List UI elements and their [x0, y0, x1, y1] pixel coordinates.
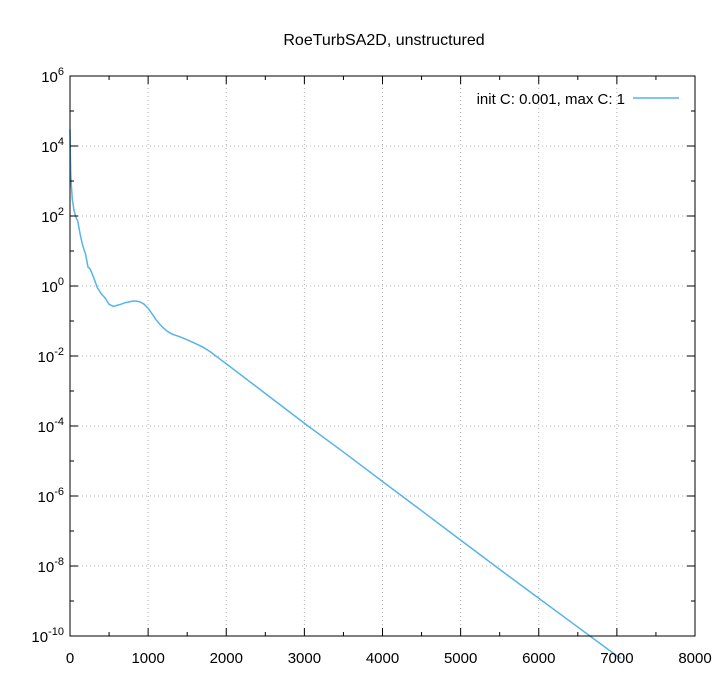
chart-title: RoeTurbSA2D, unstructured — [283, 32, 484, 49]
y-tick-labels: 10-10 10-8 10-6 10-4 10-2 100 102 104 106 — [31, 66, 64, 646]
legend-label: init C: 0.001, max C: 1 — [477, 91, 625, 108]
x-tick-label: 4000 — [366, 650, 399, 667]
tick-marks — [69, 75, 696, 637]
series-line — [69, 129, 622, 659]
y-tick-label: 10-2 — [38, 346, 64, 366]
x-tick-label: 7000 — [600, 650, 633, 667]
x-tick-label: 1000 — [131, 650, 164, 667]
y-tick-label: 10-4 — [38, 416, 64, 436]
y-tick-label: 102 — [41, 206, 64, 226]
x-tick-labels: 0 1000 2000 3000 4000 5000 6000 7000 8000 — [66, 650, 712, 667]
y-tick-label: 104 — [41, 136, 64, 156]
x-tick-label: 8000 — [678, 650, 711, 667]
x-tick-label: 3000 — [288, 650, 321, 667]
x-tick-label: 5000 — [444, 650, 477, 667]
x-tick-label: 0 — [66, 650, 74, 667]
y-tick-label: 106 — [41, 66, 64, 86]
y-tick-label: 10-10 — [31, 626, 64, 646]
x-tick-label: 6000 — [522, 650, 555, 667]
legend: init C: 0.001, max C: 1 — [477, 91, 679, 108]
y-tick-label: 10-6 — [38, 486, 64, 506]
series-lines — [69, 129, 622, 659]
grid-lines — [70, 76, 695, 636]
y-tick-label: 100 — [41, 276, 64, 296]
y-tick-label: 10-8 — [38, 556, 64, 576]
x-tick-label: 2000 — [210, 650, 243, 667]
